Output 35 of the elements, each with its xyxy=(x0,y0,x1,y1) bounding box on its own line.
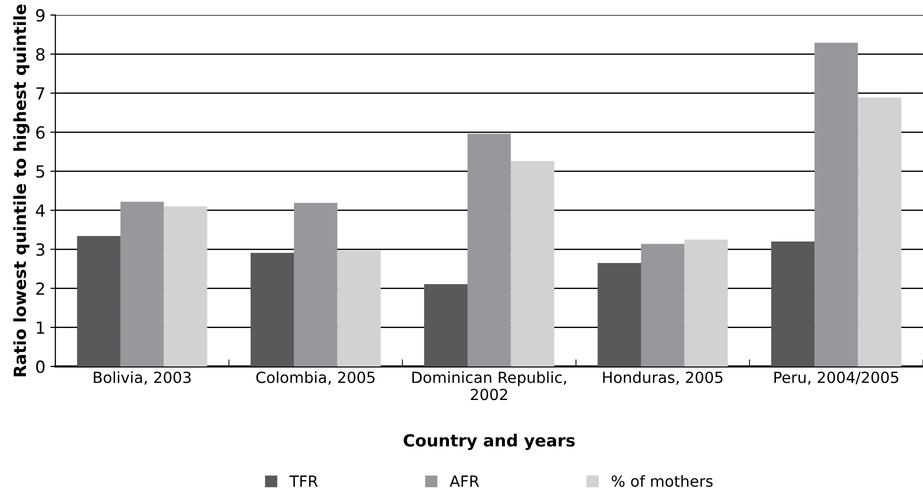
y-tick-label: 2 xyxy=(36,282,44,295)
legend-label: % of mothers xyxy=(612,475,713,487)
x-tick-label: Honduras, 2005 xyxy=(603,371,722,385)
x-axis-title: Country and years xyxy=(404,434,575,450)
y-tick-label: 7 xyxy=(36,87,44,100)
bar xyxy=(858,97,902,366)
bar xyxy=(120,202,164,366)
y-tick-label: 3 xyxy=(36,243,44,256)
y-tick-label: 0 xyxy=(36,360,45,374)
legend-label: TFR xyxy=(289,476,318,487)
x-tick-label: Peru, 2004/2005 xyxy=(774,372,898,385)
bar xyxy=(468,134,511,366)
x-tick-label: Dominican Republic, 2002 xyxy=(412,371,566,400)
y-axis-title: Ratio lowest quintile to highest quintile xyxy=(13,4,30,376)
y-tick-label: 6 xyxy=(36,126,45,139)
bar xyxy=(294,202,338,366)
bar xyxy=(641,244,684,366)
legend-label: AFR xyxy=(450,476,480,487)
bar xyxy=(684,240,728,366)
y-tick-label: 1 xyxy=(36,322,44,334)
y-tick-label: 4 xyxy=(36,204,45,217)
y-tick-label: 8 xyxy=(36,48,45,61)
bar xyxy=(250,252,294,366)
x-tick-label: Colombia, 2005 xyxy=(256,371,375,385)
bar xyxy=(337,250,381,366)
x-tick-label: Bolivia, 2003 xyxy=(94,371,191,385)
bar xyxy=(424,284,468,366)
bar xyxy=(814,42,858,366)
bar xyxy=(510,161,554,366)
bar xyxy=(771,242,815,366)
bar xyxy=(77,236,120,366)
y-tick-label: 5 xyxy=(36,165,44,178)
bar xyxy=(164,206,208,366)
y-tick-label: 9 xyxy=(36,9,44,22)
bar xyxy=(598,262,642,366)
